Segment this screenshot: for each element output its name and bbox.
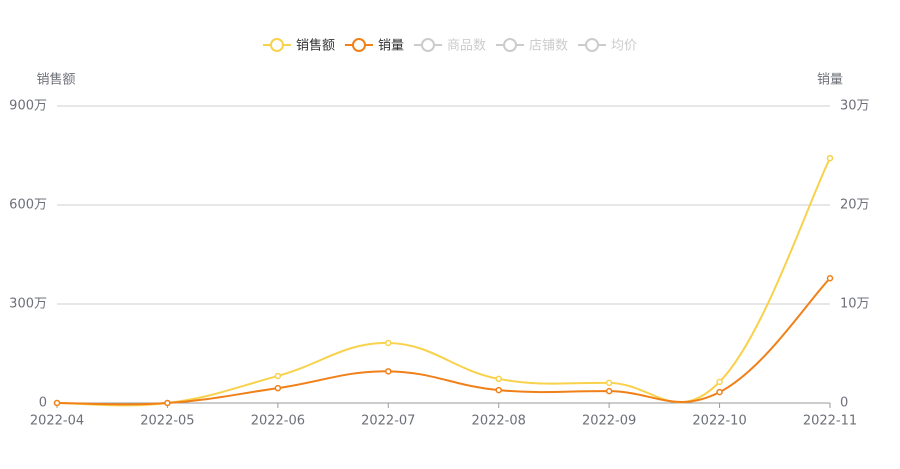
data-point [164, 399, 171, 407]
legend-label: 销量 [378, 39, 404, 54]
x-tick-label: 2022-05 [140, 414, 194, 429]
x-tick-label: 2022-09 [582, 414, 636, 429]
legend-item[interactable]: 销售额 [262, 38, 335, 54]
y2-tick-label: 10万 [840, 297, 870, 312]
y-tick-label: 600万 [9, 198, 47, 213]
series-line [56, 157, 831, 407]
y-tick-label: 300万 [9, 297, 47, 312]
y-tick-label: 0 [39, 396, 47, 411]
x-tick-label: 2022-06 [251, 414, 305, 429]
x-tick-label: 2022-07 [361, 414, 415, 429]
legend-item[interactable]: 均价 [578, 38, 637, 54]
legend-icon [351, 38, 366, 52]
y-tick-label: 900万 [9, 99, 47, 114]
legend-label: 均价 [611, 39, 637, 54]
data-point [826, 154, 834, 162]
legend-icon [503, 38, 518, 52]
data-point [274, 384, 282, 392]
x-tick-label: 2022-10 [692, 414, 746, 429]
data-point [495, 375, 502, 383]
y2-tick-label: 0 [840, 396, 848, 411]
legend-item[interactable]: 店铺数 [496, 38, 568, 54]
y2-axis-label: 销量 [817, 73, 843, 88]
data-point [385, 339, 392, 347]
legend-item[interactable]: 商品数 [413, 38, 486, 54]
data-point [605, 387, 613, 395]
x-tick-label: 2022-08 [472, 414, 526, 429]
x-tick-label: 2022-04 [30, 414, 84, 429]
legend-item[interactable]: 销量 [344, 38, 404, 54]
legend: 销售额 销量 商品数 店铺数 均价 [262, 38, 637, 54]
data-point [605, 379, 613, 387]
legend-icon [420, 38, 435, 52]
legend-label: 店铺数 [529, 39, 568, 54]
series-line [56, 277, 831, 406]
y2-tick-label: 20万 [840, 198, 870, 213]
y-axis-label: 销售额 [36, 72, 75, 88]
legend-label: 商品数 [447, 39, 486, 54]
x-tick-label: 2022-11 [803, 414, 857, 429]
data-point [385, 368, 392, 375]
legend-label: 销售额 [296, 38, 335, 54]
data-point [716, 388, 723, 396]
y2-tick-label: 30万 [840, 99, 870, 114]
legend-icon [585, 38, 600, 52]
data-point [53, 399, 61, 407]
data-point [826, 275, 834, 282]
legend-icon [269, 38, 284, 52]
data-point [716, 378, 723, 386]
data-point [274, 372, 282, 380]
data-point [495, 386, 502, 394]
